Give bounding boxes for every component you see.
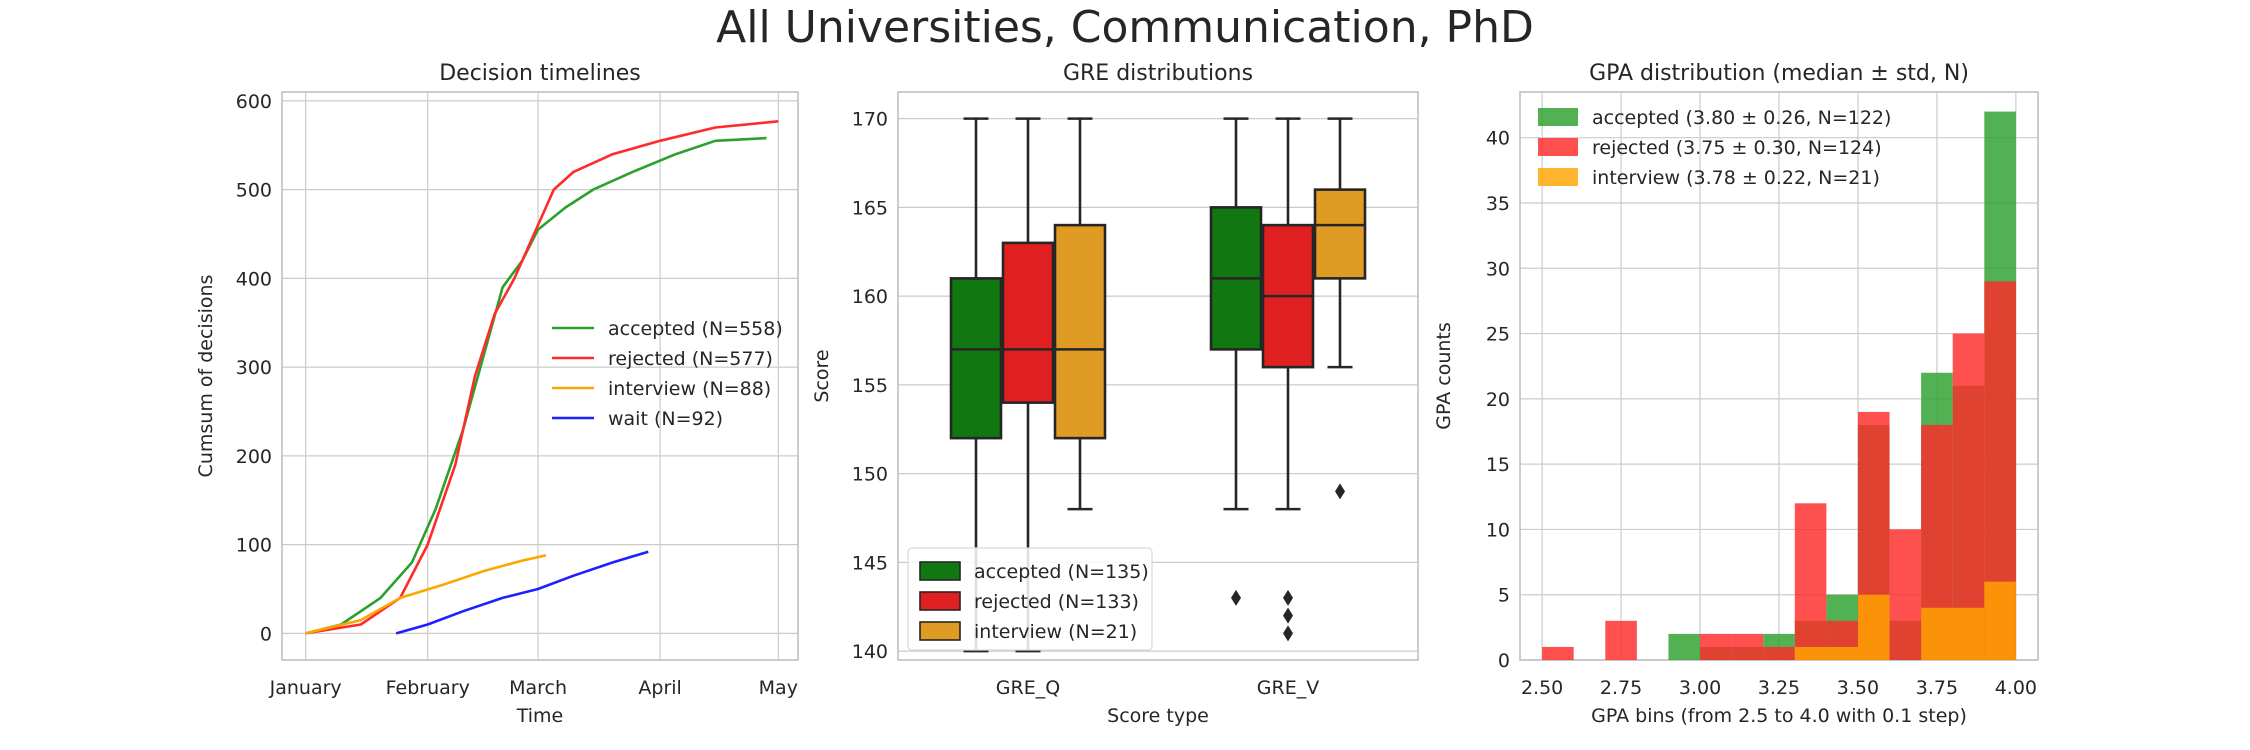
gpa-histogram-bar [1952, 607, 1985, 660]
gre-y-tick-label: 155 [852, 375, 888, 397]
gre-box [949, 277, 1003, 440]
timeline-title: Decision timelines [439, 61, 641, 86]
timeline-x-tick-label: March [509, 677, 567, 699]
gpa-y-tick-label: 10 [1486, 519, 1510, 541]
gpa-y-tick-label: 5 [1498, 585, 1510, 607]
gre-y-label: Score [811, 349, 833, 402]
gre-outlier-marker [1283, 607, 1293, 624]
gpa-x-tick-label: 2.75 [1600, 677, 1642, 699]
gpa-histogram-bar [1984, 581, 2016, 660]
gpa-x-tick-label: 3.75 [1916, 677, 1958, 699]
timeline-y-tick-label: 500 [236, 180, 272, 202]
gpa-title: GPA distribution (median ± std, N) [1589, 61, 1969, 86]
gre-outlier-marker [1283, 589, 1293, 606]
timeline-series-line [305, 136, 767, 635]
gpa-histogram-bar [1857, 594, 1890, 660]
gre-box [1053, 223, 1107, 440]
gpa-x-tick-label: 3.50 [1837, 677, 1879, 699]
gre-y-tick-label: 150 [852, 464, 888, 486]
timeline-y-tick-label: 100 [236, 535, 272, 557]
gpa-x-tick-label: 3.00 [1679, 677, 1721, 699]
timeline-legend-label: accepted (N=558) [608, 318, 783, 340]
timeline-x-tick-label: February [386, 677, 470, 699]
timeline-series-line [395, 550, 649, 635]
timeline-legend-label: rejected (N=577) [608, 348, 773, 370]
gre-x-label: Score type [1107, 705, 1209, 727]
gre-box [1313, 188, 1367, 280]
gpa-histogram-bar [1668, 633, 1701, 660]
gre-y-tick-label: 140 [852, 641, 888, 663]
timeline-series-line [305, 554, 547, 635]
timeline-series-line [305, 120, 779, 635]
gre-legend-label: interview (N=21) [974, 621, 1137, 643]
timeline-x-tick-label: April [638, 677, 681, 699]
gpa-y-tick-label: 30 [1486, 258, 1510, 280]
gpa-histogram-bar [1542, 646, 1574, 660]
gpa-y-tick-label: 40 [1486, 128, 1510, 150]
gpa-y-tick-label: 25 [1486, 324, 1510, 346]
gre-title: GRE distributions [1063, 61, 1253, 86]
timeline-y-tick-label: 400 [236, 268, 272, 290]
gre-x-tick-label: GRE_Q [996, 677, 1060, 699]
gpa-x-tick-label: 2.50 [1521, 677, 1563, 699]
gpa-y-tick-label: 35 [1486, 193, 1510, 215]
gpa-histogram-bar [1605, 620, 1637, 660]
timeline-x-tick-label: January [269, 677, 342, 699]
timeline-x-tick-label: May [759, 677, 798, 699]
gpa-legend-label: interview (3.78 ± 0.22, N=21) [1592, 167, 1880, 189]
timeline-axes-frame [281, 91, 799, 661]
gre-outlier-marker [1335, 483, 1345, 500]
gre-y-tick-label: 145 [852, 552, 888, 574]
gpa-histogram-bar [1794, 646, 1827, 660]
gpa-y-tick-label: 0 [1498, 650, 1510, 672]
gpa-histogram-bar [1826, 646, 1858, 660]
gre-legend-swatch [919, 621, 961, 641]
gpa-legend-swatch [1538, 168, 1578, 186]
gpa-histogram-bar [1889, 529, 1922, 660]
gre-axes-frame [897, 91, 1419, 661]
gpa-histogram-bar [1952, 333, 1985, 660]
timeline-y-label: Cumsum of decisions [195, 275, 217, 478]
timeline-legend-label: wait (N=92) [608, 408, 723, 430]
gpa-x-tick-label: 4.00 [1995, 677, 2037, 699]
gpa-legend-label: rejected (3.75 ± 0.30, N=124) [1592, 137, 1882, 159]
gre-legend-swatch [919, 591, 961, 611]
gpa-histogram-bar [1794, 503, 1827, 660]
timeline-x-label: Time [516, 705, 564, 727]
gpa-y-label: GPA counts [1433, 322, 1455, 430]
gre-y-tick-label: 170 [852, 109, 888, 131]
gpa-legend-swatch [1538, 138, 1578, 156]
gre-legend-label: rejected (N=133) [974, 591, 1139, 613]
gpa-x-tick-label: 3.25 [1758, 677, 1800, 699]
gpa-y-tick-label: 15 [1486, 454, 1510, 476]
gpa-legend-swatch [1538, 108, 1578, 126]
timeline-y-tick-label: 200 [236, 446, 272, 468]
gpa-y-tick-label: 20 [1486, 389, 1510, 411]
gpa-histogram-bar [1731, 633, 1764, 660]
timeline-legend-label: interview (N=88) [608, 378, 771, 400]
gre-legend-label: accepted (N=135) [974, 561, 1149, 583]
gpa-x-label: GPA bins (from 2.5 to 4.0 with 0.1 step) [1591, 705, 1967, 727]
gpa-histogram-bar [1763, 646, 1795, 660]
gpa-histogram-bar [1700, 633, 1732, 660]
gre-legend-box [907, 547, 1153, 651]
timeline-y-tick-label: 0 [260, 623, 272, 645]
figure-title: All Universities, Communication, PhD [716, 2, 1534, 53]
gpa-legend-label: accepted (3.80 ± 0.26, N=122) [1592, 107, 1891, 129]
gre-legend-swatch [919, 561, 961, 581]
timeline-y-tick-label: 600 [236, 91, 272, 113]
timeline-y-tick-label: 300 [236, 357, 272, 379]
gre-box [1001, 241, 1055, 404]
gre-outlier-marker [1231, 589, 1241, 606]
gre-y-tick-label: 160 [852, 286, 888, 308]
gre-outlier-marker [1283, 625, 1293, 642]
gre-y-tick-label: 165 [852, 197, 888, 219]
gpa-histogram-bar [1921, 607, 1953, 660]
gre-x-tick-label: GRE_V [1257, 677, 1319, 699]
